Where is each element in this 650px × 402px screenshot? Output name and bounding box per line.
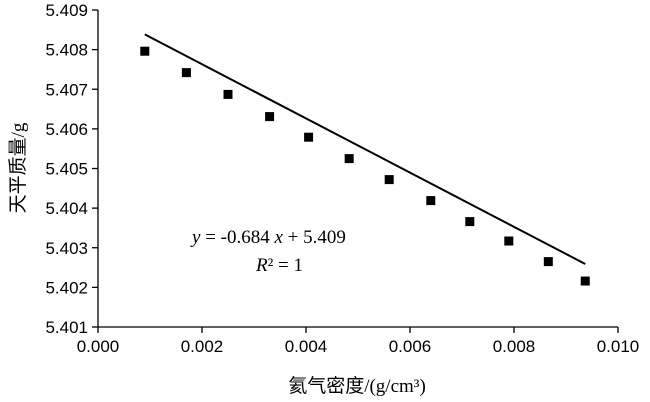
- y-tick-label: 5.408: [45, 41, 88, 60]
- y-tick-label: 5.404: [45, 199, 88, 218]
- data-point: [580, 276, 590, 286]
- data-point: [543, 257, 553, 267]
- r-squared-symbol: R: [255, 255, 268, 276]
- y-tick-label: 5.407: [45, 80, 88, 99]
- x-tick-label: 0.002: [181, 337, 224, 356]
- data-point: [181, 68, 191, 78]
- r-squared-value: ² = 1: [268, 255, 303, 276]
- r-squared: R² = 1: [255, 255, 303, 276]
- y-tick-label: 5.405: [45, 160, 88, 179]
- x-tick-label: 0.000: [77, 337, 120, 356]
- trendline: [144, 33, 586, 265]
- data-points: [140, 46, 590, 286]
- data-point: [426, 196, 436, 206]
- x-tick-label: 0.006: [389, 337, 432, 356]
- data-point: [504, 236, 514, 246]
- equation-x: x: [273, 227, 283, 248]
- axes: 5.401 5.402 5.403 5.404 5.405 5.406 5.407 5.408…: [45, 1, 639, 356]
- data-point: [223, 89, 233, 99]
- x-tick-label: 0.010: [597, 337, 640, 356]
- y-tick-label: 5.401: [45, 318, 88, 337]
- data-point: [465, 217, 475, 227]
- data-point: [304, 132, 314, 142]
- y-tick-label: 5.406: [45, 120, 88, 139]
- y-tick-label: 5.409: [45, 1, 88, 20]
- x-tick-label: 0.008: [493, 337, 536, 356]
- regression-equation: y = -0.684 x + 5.409: [190, 227, 346, 248]
- equation-y: y: [190, 227, 201, 248]
- trendline-group: [144, 33, 586, 265]
- x-axis-label: 氦气密度/(g/cm³): [288, 375, 426, 397]
- data-point: [384, 175, 394, 185]
- y-axis-label: 天平质量/g: [7, 122, 29, 213]
- data-point: [140, 46, 150, 56]
- data-point: [265, 112, 275, 122]
- equation-coefficient: = -0.684: [200, 227, 274, 248]
- data-point: [344, 154, 354, 164]
- y-tick-label: 5.403: [45, 239, 88, 258]
- x-tick-label: 0.004: [285, 337, 328, 356]
- y-tick-label: 5.402: [45, 278, 88, 297]
- equation-intercept: + 5.409: [283, 227, 346, 248]
